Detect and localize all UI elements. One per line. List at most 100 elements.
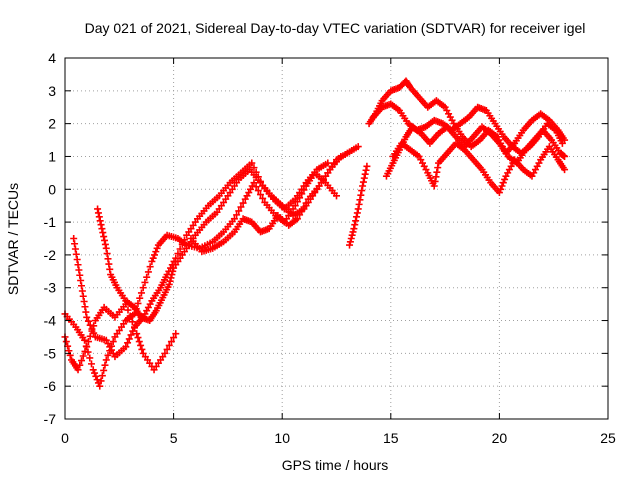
data-point xyxy=(91,369,99,377)
data-point xyxy=(298,207,306,215)
data-point xyxy=(75,266,83,274)
data-point xyxy=(98,372,106,380)
data-point xyxy=(104,255,112,263)
y-tick-label: -6 xyxy=(44,378,57,394)
data-point xyxy=(360,174,368,182)
y-tick-label: -4 xyxy=(44,313,57,329)
y-tick-label: -5 xyxy=(44,345,57,361)
data-point xyxy=(237,203,245,211)
data-point xyxy=(296,211,304,219)
series-track-4 xyxy=(70,159,332,361)
data-point xyxy=(166,277,174,285)
data-point xyxy=(148,257,156,265)
data-point xyxy=(354,143,362,151)
data-point xyxy=(100,233,108,241)
data-point xyxy=(102,244,110,252)
data-point xyxy=(165,280,173,288)
data-point xyxy=(79,352,87,360)
data-point xyxy=(87,360,95,368)
data-point xyxy=(252,183,260,191)
data-point xyxy=(433,168,441,176)
data-point xyxy=(99,229,107,237)
data-point xyxy=(355,200,363,208)
data-point xyxy=(96,217,104,225)
data-point xyxy=(101,361,109,369)
data-point xyxy=(250,164,258,172)
data-point xyxy=(235,207,243,215)
data-point xyxy=(141,278,149,286)
data-point xyxy=(352,217,360,225)
data-point xyxy=(97,221,105,229)
data-point xyxy=(153,244,161,252)
data-point xyxy=(122,343,130,351)
data-point xyxy=(353,209,361,217)
series-track-5 xyxy=(187,152,345,256)
data-point xyxy=(74,366,82,374)
data-point xyxy=(124,339,132,347)
grid xyxy=(65,58,608,419)
x-tick-label: 5 xyxy=(170,430,178,446)
data-point xyxy=(348,231,356,239)
y-tick-label: 1 xyxy=(48,148,56,164)
data-point xyxy=(497,185,505,193)
axes: 0 5 10 15 20 25 -7 -6 -5 -4 -3 -2 -1 0 1 2 3 4 xyxy=(44,50,616,446)
data-point xyxy=(254,173,262,181)
data-point xyxy=(73,256,81,264)
data-point xyxy=(358,187,366,195)
data-point xyxy=(82,342,90,350)
y-tick-label: 3 xyxy=(48,83,56,99)
series-track-1 xyxy=(61,300,180,374)
data-point xyxy=(78,282,86,290)
data-point xyxy=(337,152,345,160)
data-point xyxy=(259,194,267,202)
data-point xyxy=(178,240,186,248)
data-point xyxy=(561,166,569,174)
data-point xyxy=(495,189,503,197)
data-point xyxy=(103,250,111,258)
data-point xyxy=(302,199,310,207)
data-point xyxy=(300,203,308,211)
data-point xyxy=(143,273,151,281)
y-tick-label: 4 xyxy=(48,50,56,66)
data-point xyxy=(71,245,79,253)
data-point xyxy=(359,182,367,190)
data-point xyxy=(233,211,241,219)
data-point xyxy=(346,241,354,249)
data-point xyxy=(150,251,158,259)
data-point xyxy=(98,225,106,233)
data-point xyxy=(361,170,369,178)
data-point xyxy=(174,250,182,258)
data-point xyxy=(354,205,362,213)
data-point xyxy=(81,336,89,344)
data-point xyxy=(346,238,354,246)
data-point xyxy=(72,250,80,258)
data-point xyxy=(101,236,109,244)
data-point xyxy=(101,240,109,248)
data-point xyxy=(351,221,359,229)
data-point xyxy=(134,299,142,307)
data-point xyxy=(82,308,90,316)
data-point xyxy=(165,341,173,349)
data-point xyxy=(86,354,94,362)
data-point xyxy=(152,248,160,256)
data-point xyxy=(432,173,440,181)
series-track-9 xyxy=(382,123,569,180)
data-point xyxy=(350,225,358,233)
series-track-10 xyxy=(389,139,569,197)
data-point xyxy=(250,179,258,187)
data-point xyxy=(431,177,439,185)
data-point xyxy=(137,289,145,297)
data-point xyxy=(77,277,85,285)
data-point xyxy=(76,271,84,279)
data-point xyxy=(254,187,262,195)
data-point xyxy=(356,196,364,204)
data-point xyxy=(76,361,84,369)
data-point xyxy=(352,213,360,221)
data-point xyxy=(498,182,506,190)
data-point xyxy=(84,317,92,325)
data-point xyxy=(124,306,132,314)
data-point xyxy=(333,192,340,200)
data-point xyxy=(291,202,299,210)
data-point xyxy=(133,330,141,338)
x-tick-label: 20 xyxy=(492,430,508,446)
